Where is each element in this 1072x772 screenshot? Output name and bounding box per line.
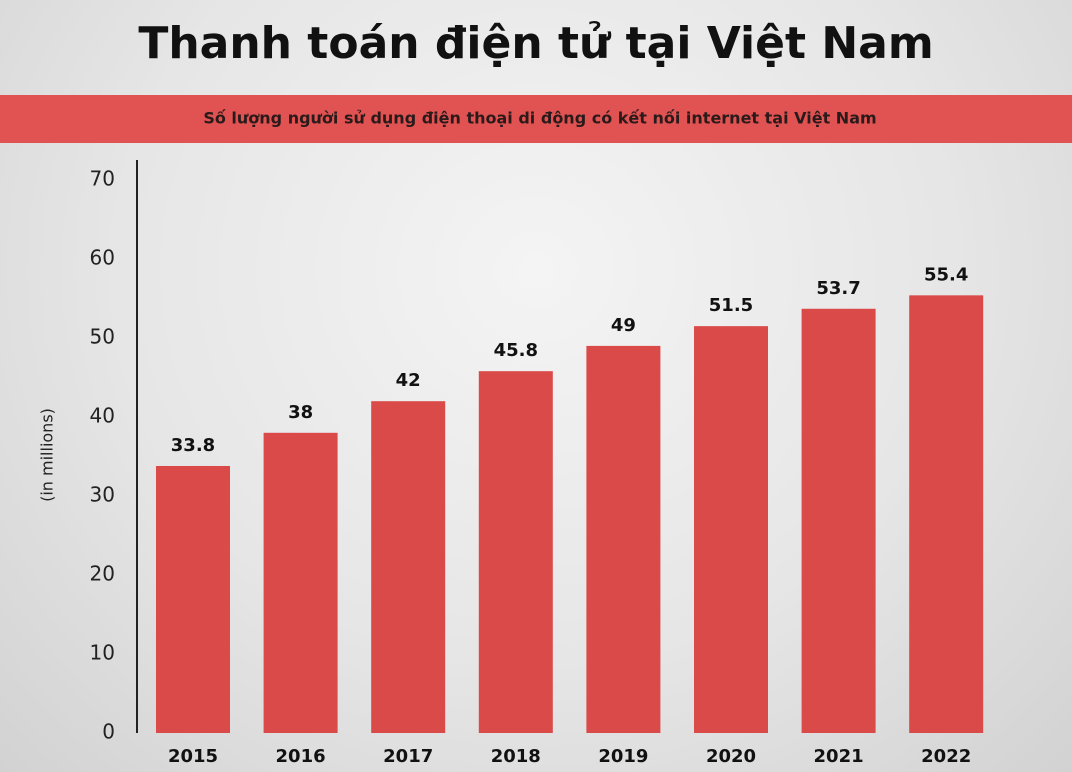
value-label: 55.4 — [924, 264, 968, 285]
y-tick-label: 50 — [90, 325, 115, 349]
y-tick-label: 20 — [90, 562, 115, 586]
value-label: 42 — [396, 370, 421, 391]
x-tick-label: 2015 — [168, 746, 218, 767]
bar — [801, 308, 876, 733]
x-tick-label: 2021 — [814, 746, 864, 767]
y-tick-label: 10 — [90, 641, 115, 665]
chart-title: Thanh toán điện tử tại Việt Nam — [138, 18, 933, 69]
bar — [694, 326, 768, 733]
value-label: 49 — [611, 315, 636, 336]
bar — [909, 295, 984, 733]
y-axis-label: (in millions) — [38, 408, 57, 502]
value-label: 53.7 — [816, 278, 860, 299]
y-tick-label: 0 — [102, 720, 115, 744]
bar — [371, 401, 446, 733]
x-tick-label: 2018 — [491, 746, 541, 767]
bar — [478, 371, 553, 733]
chart-subtitle: Số lượng người sử dụng điện thoại di độn… — [203, 109, 876, 128]
x-tick-label: 2016 — [276, 746, 326, 767]
bar — [156, 465, 230, 733]
value-label: 51.5 — [709, 295, 753, 316]
y-tick-label: 40 — [90, 404, 115, 428]
value-label: 45.8 — [494, 340, 538, 361]
y-tick-label: 60 — [90, 246, 115, 270]
x-tick-label: 2019 — [598, 746, 648, 767]
y-tick-label: 30 — [90, 483, 115, 507]
value-label: 33.8 — [171, 435, 215, 456]
value-label: 38 — [288, 402, 313, 423]
bar — [263, 432, 338, 733]
subtitle-banner — [0, 95, 1072, 143]
y-tick-label: 70 — [90, 167, 115, 191]
x-tick-label: 2017 — [383, 746, 433, 767]
x-tick-label: 2022 — [921, 746, 971, 767]
bar — [586, 345, 661, 733]
x-tick-label: 2020 — [706, 746, 756, 767]
